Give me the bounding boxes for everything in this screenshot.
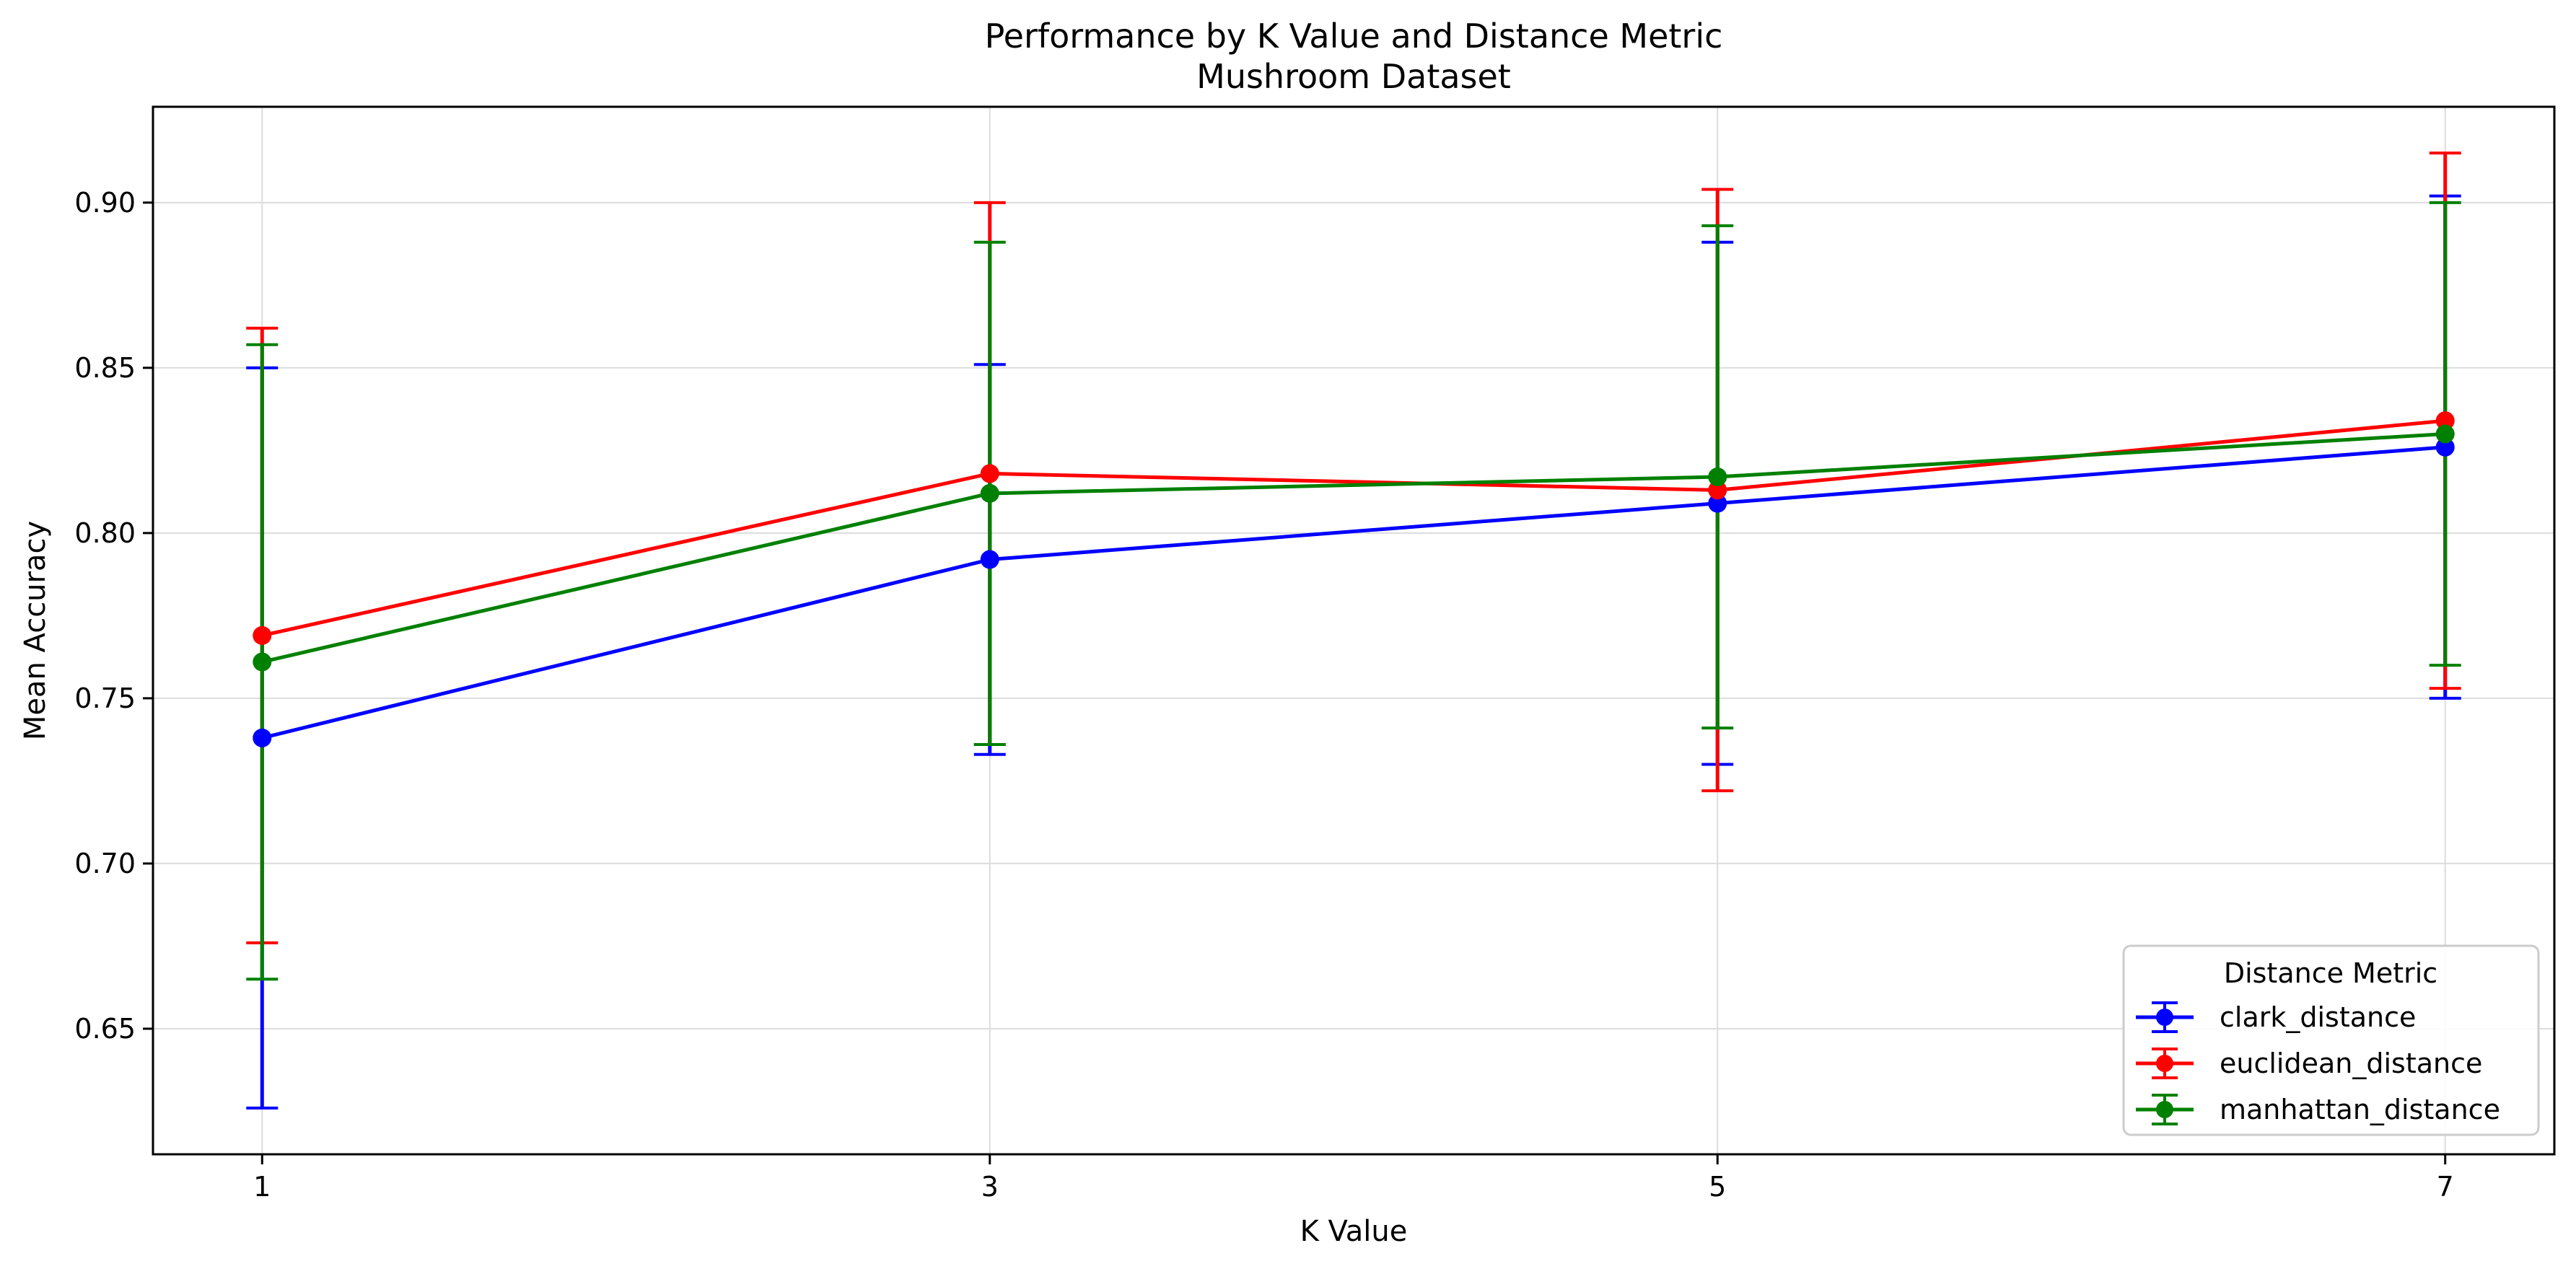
series-lines [261,418,2445,740]
y-tick-label: 0.90 [74,187,136,219]
data-point-euclidean_distance [980,464,999,483]
y-tick-label: 0.80 [74,517,136,549]
legend-marker-clark_distance [2156,1009,2173,1026]
legend-marker-euclidean_distance [2156,1055,2173,1072]
data-point-clark_distance [980,550,999,569]
legend: Distance Metric clark_distance euclidean_… [2122,944,2540,1136]
series-line-manhattan_distance [261,431,2445,664]
data-point-clark_distance [253,728,272,747]
axis-ticks: 1 3 5 7 0.65 0.70 0.75 0.80 0.85 0.90 [74,187,2453,1203]
data-point-euclidean_distance [253,625,272,645]
chart-title: Performance by K Value and Distance Metr… [985,17,1723,56]
x-axis-label: K Value [1300,1215,1408,1248]
legend-frame [2122,944,2540,1136]
chart-subtitle: Mushroom Dataset [1196,57,1511,96]
data-point-manhattan_distance [1708,467,1727,487]
x-tick-label: 3 [981,1171,999,1203]
legend-label-euclidean_distance: euclidean_distance [2220,1048,2482,1079]
legend-label-manhattan_distance: manhattan_distance [2220,1094,2500,1125]
data-point-manhattan_distance [2435,424,2455,444]
data-point-clark_distance [1708,493,1727,513]
y-tick-label: 0.85 [74,352,136,384]
x-tick-label: 1 [253,1171,271,1203]
x-tick-label: 7 [2437,1171,2454,1203]
legend-marker-manhattan_distance [2156,1101,2173,1118]
series-markers [253,411,2455,747]
y-tick-label: 0.75 [74,682,136,714]
y-axis-label: Mean Accuracy [19,521,52,740]
y-tick-label: 0.65 [74,1013,136,1045]
data-point-euclidean_distance [1708,480,1727,500]
data-point-euclidean_distance [2435,411,2455,431]
series-line-clark_distance [261,445,2445,740]
data-point-manhattan_distance [980,483,999,503]
y-tick-label: 0.70 [74,848,136,879]
legend-label-clark_distance: clark_distance [2220,1001,2416,1033]
legend-title: Distance Metric [2224,957,2437,989]
data-point-clark_distance [2435,437,2455,457]
x-tick-label: 5 [1709,1171,1726,1203]
legend-entries: clark_distance euclidean_distance manhatta… [2136,1001,2500,1125]
data-point-manhattan_distance [253,652,272,672]
plot-area-frame [152,105,2556,1156]
